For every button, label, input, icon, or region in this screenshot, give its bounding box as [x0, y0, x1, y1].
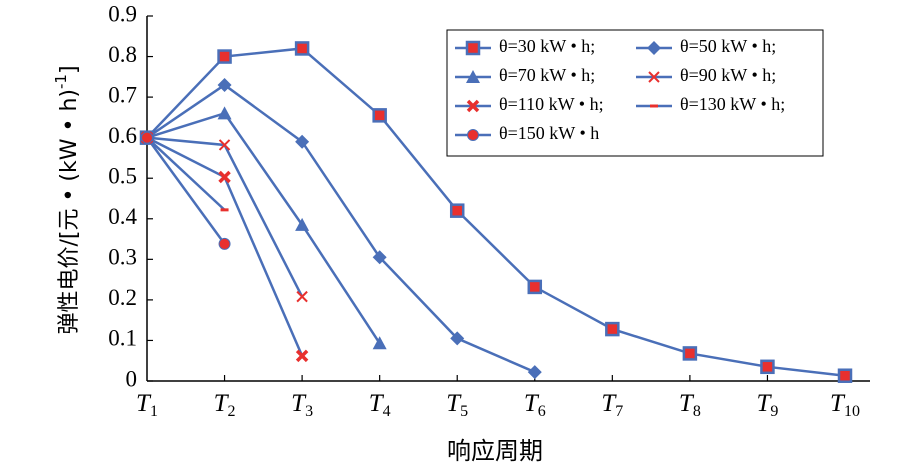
marker [372, 108, 387, 123]
x-tick-label: T9 [756, 390, 778, 420]
y-tick-label: 0 [126, 366, 138, 391]
marker [217, 106, 232, 120]
marker [295, 217, 310, 231]
legend-label: θ=130 kW • h; [680, 94, 785, 114]
y-tick-label: 0.6 [108, 123, 137, 148]
legend-label: θ=110 kW • h; [499, 94, 604, 114]
legend-label: θ=30 kW • h; [499, 36, 595, 56]
x-tick-label: T8 [679, 390, 701, 420]
marker [372, 250, 387, 265]
series-line [145, 136, 226, 245]
marker [837, 368, 853, 383]
x-tick-label: T3 [291, 390, 313, 420]
marker [218, 139, 231, 151]
marker [527, 279, 543, 295]
y-tick-label: 0.9 [108, 1, 137, 26]
y-axis-label-main: 弹性电价/[元 • (kW • h) [57, 89, 82, 335]
marker [296, 290, 308, 303]
marker [450, 331, 465, 346]
marker [465, 40, 481, 56]
marker [449, 203, 465, 218]
marker [647, 41, 661, 55]
x-axis-label: 响应周期 [447, 437, 543, 465]
marker [295, 349, 309, 363]
marker [466, 99, 480, 113]
x-tick-label: T1 [136, 390, 158, 420]
x-tick-label: T2 [214, 390, 236, 420]
series-line [146, 136, 226, 211]
marker [218, 237, 231, 250]
marker [605, 321, 620, 337]
series-line [146, 47, 846, 377]
marker [217, 49, 232, 64]
y-tick-label: 0.2 [108, 285, 137, 310]
legend [446, 29, 824, 157]
y-tick-label: 0.1 [108, 326, 137, 351]
x-tick-label: T4 [369, 390, 391, 420]
legend-label: θ=90 kW • h; [680, 65, 776, 85]
marker [648, 71, 660, 83]
legend-label: θ=70 kW • h; [499, 65, 595, 85]
y-axis-label-sup: -1 [52, 74, 70, 89]
legend-label: θ=50 kW • h; [680, 36, 776, 56]
x-tick-label: T6 [524, 390, 546, 420]
marker [527, 365, 542, 380]
marker [218, 170, 231, 184]
marker [466, 70, 480, 83]
marker [467, 129, 479, 141]
y-tick-label: 0.8 [108, 42, 137, 67]
legend-label: θ=150 kW • h [499, 123, 599, 143]
marker [682, 346, 698, 361]
series-line [146, 83, 536, 374]
marker [294, 41, 310, 56]
x-tick-label: T7 [601, 390, 623, 420]
y-axis-label-end: ] [57, 65, 82, 74]
y-axis-label: 弹性电价/[元 • (kW • h)-1] [52, 65, 83, 334]
y-tick-label: 0.7 [108, 82, 137, 107]
marker [760, 359, 775, 375]
y-tick-label: 0.5 [108, 164, 137, 189]
marker [372, 336, 387, 350]
y-tick-label: 0.4 [108, 204, 137, 229]
marker [217, 77, 232, 92]
x-tick-label: T5 [446, 390, 468, 420]
series-line [146, 136, 304, 298]
marker [141, 131, 153, 144]
y-tick-label: 0.3 [108, 245, 137, 270]
series-line [146, 111, 381, 344]
x-tick-label: T10 [830, 390, 860, 420]
marker [295, 134, 310, 149]
